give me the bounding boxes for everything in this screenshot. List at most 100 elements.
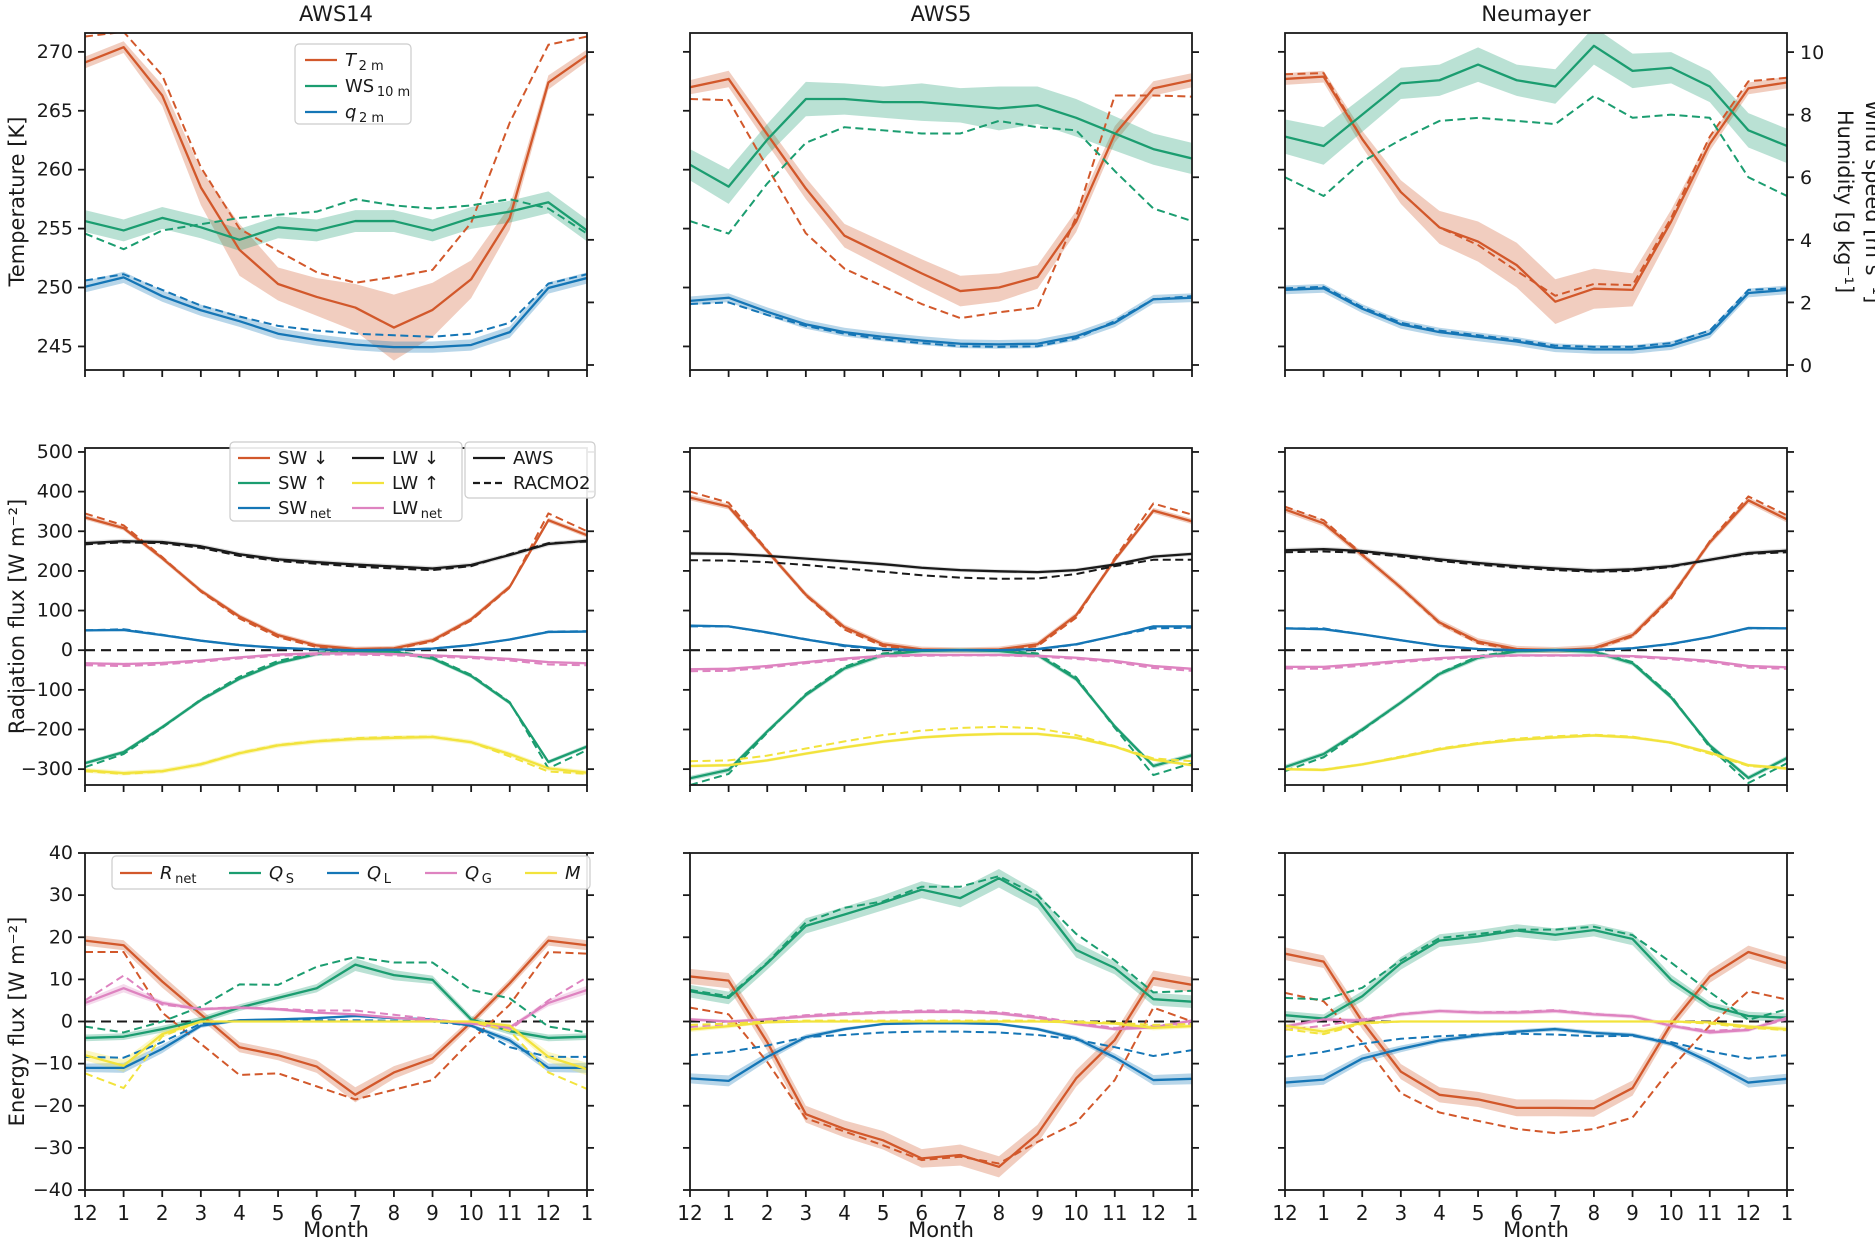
month-tick-label: 7	[954, 1201, 967, 1225]
month-tick-label: 3	[194, 1201, 207, 1225]
band-t2m-aws	[85, 41, 587, 361]
month-tick-label: 1	[722, 1201, 735, 1225]
y-tick-label: 400	[37, 481, 73, 503]
legend-label: Q S	[269, 863, 294, 887]
series-t2m-racmo2	[1285, 72, 1787, 297]
series-lwd-racmo2	[85, 540, 587, 572]
x-axis-label: Month	[908, 1218, 974, 1242]
series-qs-aws	[1285, 928, 1787, 1020]
band-rnet-aws	[1285, 945, 1787, 1117]
month-tick-label: 6	[310, 1201, 323, 1225]
y-tick-label: −100	[21, 679, 73, 701]
month-tick-label: 1	[581, 1201, 594, 1225]
y-tick-label: 270	[37, 41, 73, 63]
month-tick-label: 4	[233, 1201, 246, 1225]
series-ws10m-racmo2	[1285, 94, 1787, 198]
series-lwd-aws	[690, 552, 1192, 574]
legend-label: SW ↓	[278, 448, 328, 469]
month-tick-label: 5	[272, 1201, 285, 1225]
series-q2m-aws	[1285, 287, 1787, 351]
y-tick-label: −40	[33, 1179, 73, 1201]
y-tick-label: 0	[61, 1011, 73, 1033]
x-axis-label: Month	[1503, 1218, 1569, 1242]
month-tick-label: 12	[536, 1201, 561, 1225]
series-ws10m-aws	[690, 97, 1192, 188]
legend-label: SW net	[278, 498, 331, 522]
y-axis-label-energy-flux: Energy flux [W m⁻²]	[5, 917, 29, 1127]
right-axis-label-humidity: Humidity [g kg⁻¹]	[1833, 110, 1857, 293]
month-tick-label: 12	[1272, 1201, 1297, 1225]
legend-label: T 2 m	[345, 50, 384, 74]
legend-source: AWS RACMO2	[464, 441, 596, 499]
series-rnet-aws	[85, 939, 587, 1096]
series-lwu-racmo2	[85, 735, 587, 775]
legend-label: M	[565, 863, 581, 884]
legend-radiation-components: SW ↓ SW ↑ SW net LW ↓ LW ↑ LW net	[229, 441, 463, 522]
month-tick-label: 12	[1736, 1201, 1761, 1225]
series-ql-aws	[85, 1014, 587, 1069]
y-tick-label: 255	[37, 218, 73, 240]
band-qs-aws	[690, 869, 1192, 1009]
series-swu-racmo2	[85, 649, 587, 770]
series-swnet-racmo2	[690, 625, 1192, 652]
series-swnet-racmo2	[85, 628, 587, 652]
right-tick-label: 6	[1800, 167, 1812, 189]
y-tick-label: 10	[49, 968, 73, 990]
band-qg-aws	[1285, 1008, 1787, 1035]
y-tick-label: −200	[21, 718, 73, 740]
series-rnet-racmo2	[1285, 990, 1787, 1135]
series-t2m-aws	[85, 45, 587, 329]
y-tick-label: 20	[49, 926, 73, 948]
band-qs-aws	[85, 958, 587, 1042]
month-tick-label: 10	[1063, 1201, 1088, 1225]
panel-title-neumayer: Neumayer	[1481, 2, 1591, 26]
right-tick-label: 0	[1800, 355, 1812, 377]
panel-neumayer-radiation-flux	[1285, 495, 1787, 785]
month-tick-label: 10	[458, 1201, 483, 1225]
legend-label: LW ↓	[392, 448, 439, 469]
series-lwd-aws	[85, 539, 587, 570]
month-tick-label: 8	[1588, 1201, 1601, 1225]
legend-label: RACMO2	[513, 473, 591, 494]
panel-neumayer-surface-climate	[1285, 33, 1787, 354]
month-tick-label: 12	[677, 1201, 702, 1225]
y-tick-label: −20	[33, 1095, 73, 1117]
panel-aws5-radiation-flux	[690, 490, 1192, 785]
axes-aws5-radiation-flux	[683, 447, 1199, 792]
month-tick-label: 5	[1472, 1201, 1485, 1225]
series-q2m-racmo2	[1285, 285, 1787, 348]
month-tick-label: 11	[1102, 1201, 1127, 1225]
axes-neumayer-surface-climate: 0 2 4 6 8 10 Neumayer Wind speed [m s⁻¹] Humidit…	[1278, 2, 1875, 377]
month-tick-label: 2	[156, 1201, 169, 1225]
right-tick-label: 8	[1800, 105, 1812, 127]
y-tick-label: −300	[21, 758, 73, 780]
band-ws10m-aws	[1285, 33, 1787, 165]
series-swnet-racmo2	[1285, 627, 1787, 652]
series-m-racmo2	[690, 1019, 1192, 1026]
x-axis-label: Month	[303, 1218, 369, 1242]
series-q2m-racmo2	[690, 295, 1192, 348]
right-tick-label: 2	[1800, 292, 1812, 314]
y-tick-label: 265	[37, 100, 73, 122]
series-ws10m-racmo2	[690, 119, 1192, 235]
y-tick-label: 30	[49, 884, 73, 906]
month-tick-label: 2	[1356, 1201, 1369, 1225]
legend-label: LW net	[392, 498, 442, 522]
series-qg-aws	[85, 987, 587, 1029]
band-ws10m-aws	[85, 191, 587, 251]
legend-label: AWS	[513, 448, 554, 469]
series-ws10m-racmo2	[85, 198, 587, 251]
band-lwd-aws	[85, 538, 587, 571]
axes-neumayer-radiation-flux	[1278, 447, 1794, 792]
series-lwu-racmo2	[690, 725, 1192, 763]
panel-aws5-energy-flux	[690, 869, 1192, 1178]
legend-label: LW ↑	[392, 473, 439, 494]
series-q2m-aws	[85, 276, 587, 349]
series-m-racmo2	[85, 1020, 587, 1090]
series-ws10m-aws	[85, 201, 587, 241]
month-tick-label: 8	[388, 1201, 401, 1225]
panel-title-aws14: AWS14	[299, 2, 373, 26]
